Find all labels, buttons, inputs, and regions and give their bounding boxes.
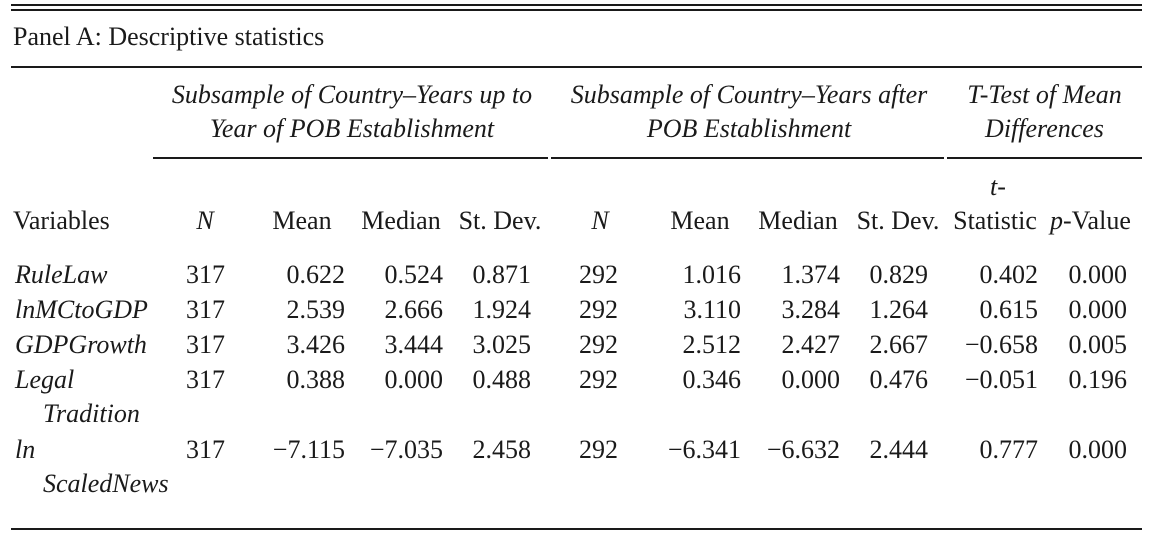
cell-median2: 3.284	[781, 295, 841, 324]
panel-title: Panel A: Descriptive statistics	[13, 22, 325, 51]
variable-name: ln	[15, 435, 36, 464]
variable-name: Tradition	[43, 399, 140, 428]
cell-p: 0.000	[1068, 435, 1128, 464]
cell-mean1: 0.388	[286, 365, 346, 394]
col-header-median-before: Median	[361, 206, 441, 235]
group-header-ttest-line2: Differences	[985, 114, 1104, 143]
variable-name: lnMCtoGDP	[15, 295, 148, 324]
group-header-before-line1: Subsample of Country–Years up to	[171, 80, 533, 109]
cell-n1: 317	[186, 260, 225, 289]
col-header-stdev-after: St. Dev.	[856, 206, 940, 235]
col-header-n-after: N	[591, 206, 609, 235]
group-rule-before	[153, 157, 548, 159]
cell-mean2: 1.016	[682, 260, 742, 289]
cell-t: −0.051	[964, 365, 1038, 394]
variable-name: Legal	[15, 365, 75, 394]
cell-p: 0.000	[1068, 260, 1128, 289]
cell-n2: 292	[579, 435, 618, 464]
cell-median2: −6.632	[766, 435, 840, 464]
cell-n2: 292	[579, 295, 618, 324]
cell-t: −0.658	[964, 330, 1038, 359]
bottom-rule	[11, 528, 1142, 530]
cell-n2: 292	[579, 260, 618, 289]
cell-mean1: 2.539	[286, 295, 346, 324]
group-rule-ttest	[947, 157, 1142, 159]
cell-median1: −7.035	[369, 435, 443, 464]
cell-p: 0.005	[1068, 330, 1128, 359]
cell-n1: 317	[186, 330, 225, 359]
group-header-after-line1: Subsample of Country–Years after	[570, 80, 928, 109]
cell-n2: 292	[579, 365, 618, 394]
cell-n1: 317	[186, 365, 225, 394]
cell-t: 0.777	[979, 435, 1039, 464]
group-header-ttest-line1: T-Test of Mean	[967, 80, 1122, 109]
cell-p: 0.000	[1068, 295, 1128, 324]
p-letter: p	[1050, 206, 1063, 235]
cell-mean1: 0.622	[286, 260, 346, 289]
cell-mean2: 3.110	[683, 295, 741, 324]
cell-median1: 0.524	[384, 260, 444, 289]
variable-name: ScaledNews	[43, 469, 169, 498]
col-header-t-prefix: t-	[990, 172, 1006, 201]
p-value-rest: -Value	[1063, 206, 1131, 235]
cell-p: 0.196	[1068, 365, 1128, 394]
cell-sd1: 1.924	[472, 295, 532, 324]
cell-mean1: −7.115	[272, 435, 345, 464]
cell-mean2: 0.346	[682, 365, 742, 394]
cell-sd1: 3.025	[472, 330, 532, 359]
cell-sd2: 0.829	[869, 260, 929, 289]
col-header-p-value: p-Value	[1050, 208, 1131, 234]
cell-sd2: 0.476	[869, 365, 929, 394]
col-header-n-before: N	[196, 206, 214, 235]
cell-sd1: 0.871	[472, 260, 532, 289]
top-rule-1	[11, 4, 1142, 6]
cell-sd2: 2.667	[869, 330, 929, 359]
variable-name: GDPGrowth	[15, 330, 147, 359]
top-rule-2	[11, 9, 1142, 11]
cell-n2: 292	[579, 330, 618, 359]
group-header-after-line2: POB Establishment	[646, 114, 852, 143]
col-header-mean-before: Mean	[272, 206, 332, 235]
cell-mean1: 3.426	[286, 330, 346, 359]
cell-sd2: 2.444	[869, 435, 929, 464]
variable-name: RuleLaw	[15, 260, 108, 289]
group-rule-after	[551, 157, 944, 159]
col-header-mean-after: Mean	[670, 206, 730, 235]
cell-sd2: 1.264	[869, 295, 929, 324]
cell-t: 0.615	[979, 295, 1039, 324]
cell-median1: 0.000	[384, 365, 444, 394]
col-header-median-after: Median	[758, 206, 838, 235]
cell-median2: 1.374	[781, 260, 841, 289]
cell-mean2: 2.512	[682, 330, 742, 359]
cell-t: 0.402	[979, 260, 1039, 289]
cell-median2: 0.000	[781, 365, 841, 394]
cell-n1: 317	[186, 435, 225, 464]
cell-mean2: −6.341	[667, 435, 741, 464]
col-header-variables: Variables	[13, 206, 110, 235]
col-header-t-statistic: Statistic	[953, 206, 1037, 235]
title-rule	[11, 66, 1142, 68]
cell-sd1: 0.488	[472, 365, 532, 394]
col-header-stdev-before: St. Dev.	[458, 206, 542, 235]
cell-sd1: 2.458	[472, 435, 532, 464]
cell-median1: 3.444	[384, 330, 444, 359]
cell-median2: 2.427	[781, 330, 841, 359]
group-header-before-line2: Year of POB Establishment	[209, 114, 495, 143]
cell-median1: 2.666	[384, 295, 444, 324]
cell-n1: 317	[186, 295, 225, 324]
